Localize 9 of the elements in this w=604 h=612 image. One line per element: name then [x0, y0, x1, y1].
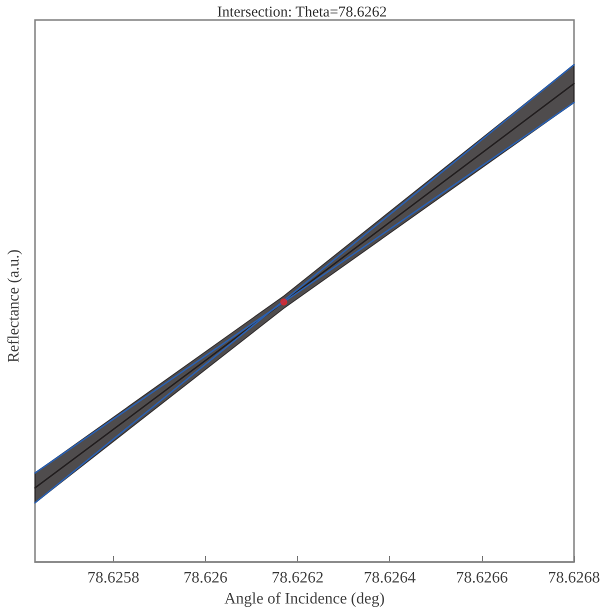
x-tick-label: 78.6262 — [272, 570, 324, 586]
x-tick-label: 78.6258 — [87, 570, 140, 586]
x-tick-label: 78.6266 — [456, 570, 508, 586]
x-tick-label: 78.626 — [183, 570, 228, 586]
x-axis-title: Angle of Incidence (deg) — [224, 590, 385, 608]
chart-title: Intersection: Theta=78.6262 — [217, 4, 387, 20]
x-tick-label: 78.6264 — [364, 570, 416, 586]
x-tick-label: 78.6268 — [548, 570, 600, 586]
y-axis-title: Reflectance (a.u.) — [6, 249, 22, 363]
